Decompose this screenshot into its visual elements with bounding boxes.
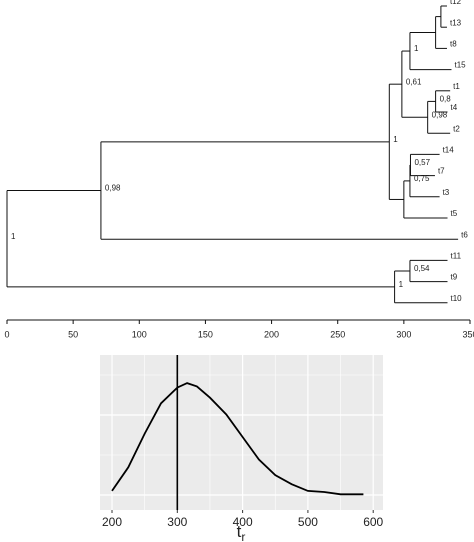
support-label: 1 bbox=[414, 44, 419, 53]
support-label: 1 bbox=[11, 232, 16, 241]
support-label: 1 bbox=[393, 135, 398, 144]
tip-label: t11 bbox=[451, 252, 462, 261]
support-label: 1 bbox=[399, 280, 404, 289]
x-tick-label: 350 bbox=[462, 329, 474, 339]
support-label: 0,98 bbox=[105, 184, 121, 193]
tip-label: t9 bbox=[451, 273, 458, 282]
x-tick-label: 500 bbox=[298, 515, 318, 529]
x-axis-label-base: t bbox=[237, 522, 242, 541]
x-axis-label-subscript: r bbox=[241, 530, 245, 542]
tip-label: t3 bbox=[443, 188, 450, 197]
x-tick-label: 50 bbox=[68, 329, 78, 339]
panel-grid bbox=[100, 374, 383, 496]
support-label: 0,57 bbox=[414, 158, 430, 167]
tip-label: t7 bbox=[438, 167, 445, 176]
x-tick-label: 250 bbox=[330, 329, 345, 339]
tip-label: t8 bbox=[450, 40, 457, 49]
tip-label: t5 bbox=[451, 209, 458, 218]
x-tick-label: 600 bbox=[363, 515, 383, 529]
support-label: 0,61 bbox=[406, 77, 422, 86]
x-tick-label: 100 bbox=[132, 329, 147, 339]
tip-label: t14 bbox=[443, 146, 455, 155]
x-tick-label: 0 bbox=[4, 329, 9, 339]
x-tick-label: 400 bbox=[233, 515, 253, 529]
support-label: 0,98 bbox=[432, 110, 448, 119]
tip-label: t10 bbox=[451, 294, 463, 303]
tip-label: t6 bbox=[461, 230, 468, 239]
support-label: 0,54 bbox=[414, 264, 430, 273]
tip-label: t13 bbox=[450, 18, 462, 27]
x-tick-label: 200 bbox=[102, 515, 122, 529]
x-axis-label: tr bbox=[237, 522, 246, 542]
support-label: 0,75 bbox=[414, 174, 430, 183]
tip-label: t4 bbox=[451, 103, 458, 112]
tip-label: t2 bbox=[453, 124, 460, 133]
tip-label: t15 bbox=[454, 61, 466, 70]
x-tick-label: 150 bbox=[198, 329, 213, 339]
x-tick-label: 300 bbox=[167, 515, 187, 529]
panel-background bbox=[100, 355, 383, 510]
x-tick-label: 300 bbox=[396, 329, 411, 339]
density-line bbox=[111, 382, 364, 496]
tip-label: t1 bbox=[453, 82, 460, 91]
tip-label: t12 bbox=[450, 0, 462, 6]
support-label: 0,8 bbox=[440, 95, 452, 104]
x-tick-label: 200 bbox=[264, 329, 279, 339]
